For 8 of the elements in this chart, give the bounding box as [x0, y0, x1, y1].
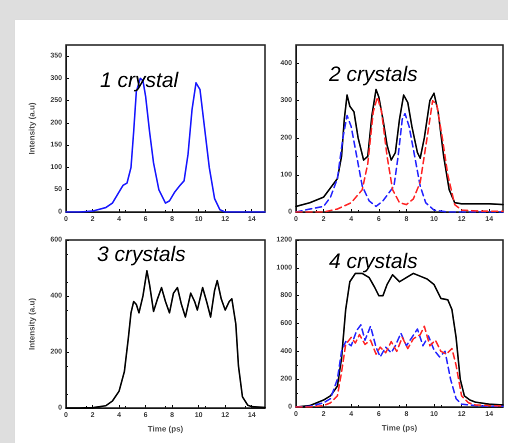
- text: 1 crystal: [100, 69, 180, 92]
- y-axis-title: Intensity (a.u): [28, 298, 36, 350]
- x-axis-title: Time (ps): [148, 424, 184, 434]
- chart-title: 3 crystals: [97, 243, 186, 266]
- text: 4 crystals: [329, 250, 418, 273]
- x-axis-title: Time (ps): [382, 424, 418, 432]
- text: 2 crystals: [328, 63, 418, 86]
- y-axis-title: Intensity (a.u): [28, 102, 36, 155]
